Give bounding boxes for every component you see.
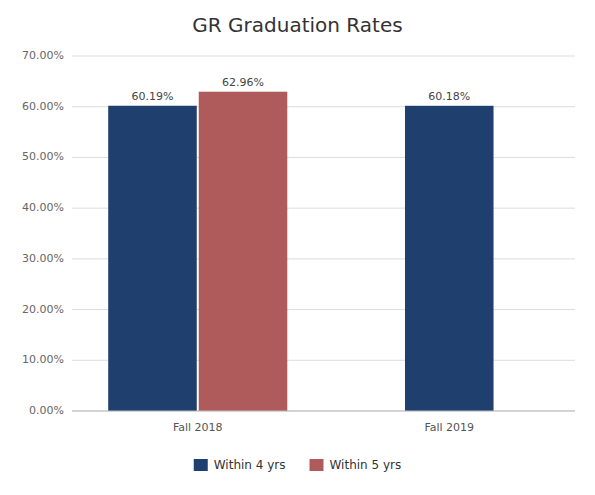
legend-item: Within 5 yrs: [310, 458, 402, 472]
legend-label: Within 4 yrs: [214, 458, 286, 472]
title: GR Graduation Rates: [192, 13, 402, 37]
data-labels: 60.19% 62.96% 60.18%: [132, 76, 471, 103]
y-tick-label: 10.00%: [22, 353, 64, 366]
grid-line: [72, 411, 575, 412]
legend-swatch: [310, 459, 324, 471]
x-axis: Fall 2018 Fall 2019: [72, 411, 575, 434]
x-tick-label: Fall 2018: [173, 421, 223, 434]
y-tick-label: 40.00%: [22, 201, 64, 214]
y-tick-label: 30.00%: [22, 252, 64, 265]
data-label: 60.18%: [428, 90, 470, 103]
y-tick-label: 70.00%: [22, 49, 64, 62]
legend-item: Within 4 yrs: [194, 458, 286, 472]
y-axis: 0.00% 10.00% 20.00% 30.00% 40.00% 50.00% 60.00…: [22, 49, 575, 417]
grid-line: [72, 56, 575, 57]
bar: [199, 92, 288, 411]
bar: [405, 106, 494, 411]
y-tick-label: 50.00%: [22, 150, 64, 163]
y-tick-label: 20.00%: [22, 303, 64, 316]
axis-line: [72, 411, 575, 412]
bar: [108, 106, 197, 411]
x-tick-label: Fall 2019: [424, 421, 474, 434]
data-label: 62.96%: [222, 76, 264, 89]
bars: [108, 92, 493, 411]
legend-swatch: [194, 459, 208, 471]
y-tick-label: 60.00%: [22, 100, 64, 113]
y-tick-label: 0.00%: [29, 404, 64, 417]
data-label: 60.19%: [132, 90, 174, 103]
legend-label: Within 5 yrs: [330, 458, 402, 472]
chart: GR Graduation Rates 0.00% 10.00% 20.00% 30.0…: [0, 0, 595, 495]
legend: Within 4 yrs Within 5 yrs: [194, 458, 402, 472]
